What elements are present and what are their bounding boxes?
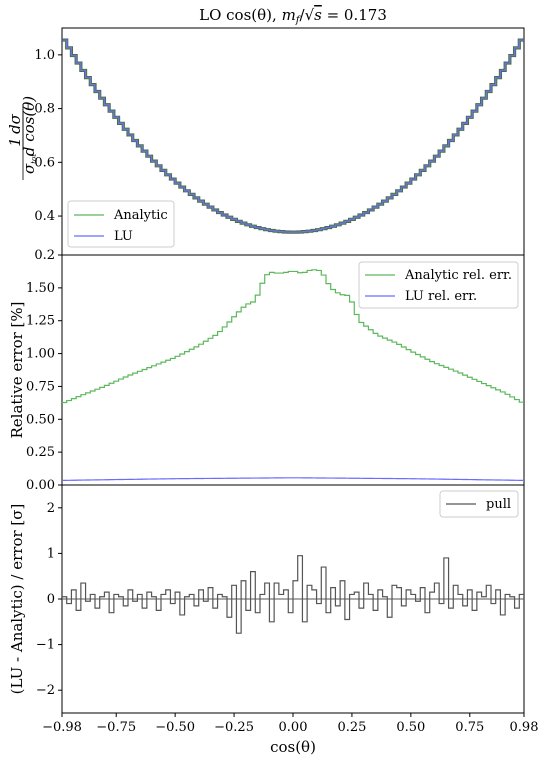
relative-error-legend: Analytic rel. err. LU rel. err. — [358, 261, 519, 309]
y-tick-label: 1.0 — [34, 48, 55, 63]
y-tick-label: 0.75 — [26, 379, 55, 394]
y-tick-label: 1 — [47, 546, 55, 561]
pull-panel: 2 1 0 −1 −2 −0.98 −0.75 −0.50 −0.25 0.00 0.25 0.50… — [8, 484, 538, 756]
distribution-panel: 1.0 0.8 0.6 0.4 1 σtot dσ d cos(θ) Analytic… — [6, 27, 525, 256]
pull-y-ticks: 2 1 0 −1 −2 — [36, 501, 62, 698]
ylabel-sigma-tot: σtot — [20, 154, 38, 174]
pull-step-line — [62, 555, 524, 634]
ylabel-dcos: d cos(θ) — [20, 96, 38, 156]
distribution-ylabel: 1 σtot dσ d cos(θ) — [6, 96, 38, 180]
y-tick-label: 0.8 — [34, 102, 55, 117]
y-tick-label: 1.00 — [26, 347, 55, 362]
x-axis-label: cos(θ) — [270, 738, 316, 756]
relative-error-series — [62, 269, 524, 481]
y-tick-label-top: 0.2 — [34, 248, 55, 263]
pull-series — [62, 555, 524, 634]
x-tick-label: −0.25 — [214, 720, 254, 735]
x-tick-label: 0.50 — [396, 720, 425, 735]
analytic-rel-err-line — [62, 269, 524, 404]
pull-legend-box — [439, 490, 519, 518]
x-tick-label: 0.25 — [337, 720, 366, 735]
x-tick-label: −0.75 — [96, 720, 136, 735]
ylabel-numerator-one: 1 — [6, 137, 24, 147]
y-tick-label: −1 — [36, 638, 55, 653]
y-tick-label: −2 — [36, 683, 55, 698]
y-tick-label: 0 — [47, 592, 55, 607]
y-tick-label: 0.25 — [26, 445, 55, 460]
pull-ylabel: (LU - Analytic) / error [σ] — [8, 504, 26, 695]
relative-error-ylabel: Relative error [%] — [8, 302, 26, 439]
legend-analytic-rel-err-label: Analytic rel. err. — [404, 268, 512, 283]
legend-pull-label: pull — [486, 497, 511, 512]
legend-lu-label: LU — [114, 229, 133, 244]
x-tick-label: 0.00 — [279, 720, 308, 735]
y-tick-label: 0.4 — [34, 209, 55, 224]
legend-lu-rel-err-label: LU rel. err. — [405, 289, 477, 304]
y-tick-label: 1.50 — [26, 281, 55, 296]
y-tick-label: 0.6 — [34, 155, 55, 170]
y-tick-label: 0.00 — [26, 478, 55, 493]
figure-title: LO cos(θ), mf/√s = 0.173 — [199, 6, 387, 26]
pull-legend: pull — [439, 490, 519, 518]
y-tick-label: 0.50 — [26, 412, 55, 427]
y-tick-label: 2 — [47, 501, 55, 516]
distribution-y-ticks: 1.0 0.8 0.6 0.4 — [34, 48, 62, 224]
ylabel-dsigma: dσ — [6, 113, 24, 134]
y-tick-label: 1.25 — [26, 314, 55, 329]
relative-error-y-ticks: 1.50 1.25 1.00 0.75 0.50 0.25 0.00 0.2 — [26, 248, 62, 493]
distribution-legend: Analytic LU — [67, 200, 175, 248]
distribution-series — [62, 38, 524, 234]
pull-x-ticks: −0.98 −0.75 −0.50 −0.25 0.00 0.25 0.50 0.75 0.98 — [42, 713, 538, 735]
x-tick-label: 0.98 — [510, 720, 539, 735]
x-tick-label: −0.50 — [155, 720, 195, 735]
relative-error-panel: 1.50 1.25 1.00 0.75 0.50 0.25 0.00 0.2 Relative… — [8, 248, 525, 493]
x-tick-label: 0.75 — [455, 720, 484, 735]
x-tick-label: −0.98 — [42, 720, 82, 735]
lu-step-line — [62, 39, 524, 233]
lu-rel-err-line — [62, 477, 524, 481]
legend-analytic-label: Analytic — [113, 208, 168, 223]
relative-error-legend-box — [358, 261, 519, 309]
